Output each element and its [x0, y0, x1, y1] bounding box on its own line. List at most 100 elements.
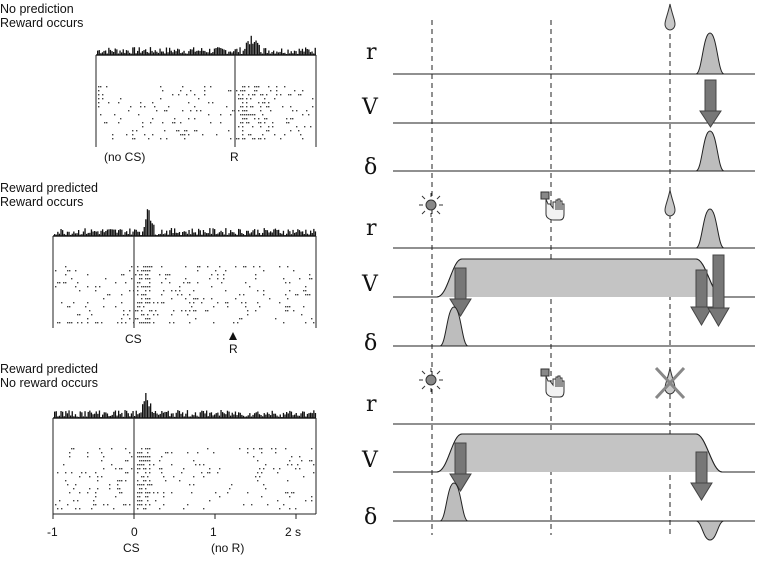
raster-spike: [245, 266, 247, 268]
raster-spike: [67, 306, 69, 308]
histogram-bar: [201, 234, 203, 236]
raster-spike: [288, 94, 290, 96]
histogram-bar: [122, 234, 125, 236]
raster-spike: [221, 282, 223, 284]
raster-spike: [211, 298, 213, 300]
histogram-bar: [249, 413, 251, 418]
raster-spike: [293, 310, 295, 312]
raster-spike: [145, 480, 147, 482]
histogram-bar: [74, 233, 77, 236]
histogram-bar: [262, 416, 264, 418]
histogram-bar: [182, 412, 184, 418]
raster-spike: [149, 484, 151, 486]
raster-spike: [289, 306, 291, 308]
histogram-bar: [134, 229, 136, 236]
raster-spike: [145, 274, 147, 276]
raster-spike: [147, 496, 149, 498]
histogram-bar: [225, 50, 227, 55]
histogram-bar: [306, 413, 309, 418]
raster-spike: [243, 266, 245, 268]
raster-spike: [71, 322, 73, 324]
histogram-bar: [146, 52, 148, 55]
raster-spike: [160, 98, 162, 100]
histogram-bar: [161, 229, 163, 236]
raster-spike: [147, 266, 149, 268]
raster-spike: [121, 302, 123, 304]
histogram-bar: [119, 229, 121, 236]
raster-spike: [69, 270, 71, 272]
raster-spike: [263, 290, 265, 292]
raster-spike: [265, 488, 267, 490]
histogram-bar: [239, 229, 241, 236]
histogram-bar: [209, 228, 211, 236]
histogram-bar: [109, 49, 112, 55]
raster-spike: [239, 294, 241, 296]
histogram-bar: [314, 413, 317, 418]
raster-spike: [300, 94, 302, 96]
raster-spike: [283, 278, 285, 280]
raster-spike: [305, 290, 307, 292]
raster-spike: [149, 278, 151, 280]
raster-spike: [246, 114, 248, 116]
raster-spike: [147, 278, 149, 280]
raster-spike: [145, 294, 147, 296]
raster-spike: [243, 504, 245, 506]
histogram-bar: [156, 51, 158, 55]
histogram-bar: [218, 232, 221, 236]
raster-spike: [142, 122, 144, 124]
histogram-bar: [273, 50, 275, 55]
histogram-bar: [138, 231, 141, 236]
histogram-bar: [65, 234, 67, 236]
raster-spike: [290, 130, 292, 132]
raster-spike: [189, 294, 191, 296]
raster-spike: [262, 134, 264, 136]
histogram-bar: [212, 52, 214, 55]
raster-spike: [147, 476, 149, 478]
raster-spike: [297, 464, 299, 466]
raster-spike: [137, 504, 139, 506]
histogram-bar: [242, 234, 245, 236]
raster-spike: [91, 314, 93, 316]
histogram-bar: [214, 229, 216, 236]
raster-spike: [147, 270, 149, 272]
raster-spike: [151, 266, 153, 268]
histogram-bar: [170, 413, 173, 418]
raster-spike: [258, 102, 260, 104]
raster-spike: [119, 480, 121, 482]
label-r-1: r: [366, 40, 377, 65]
raster-spike: [217, 278, 219, 280]
histogram-bar: [135, 229, 137, 236]
raster-spike: [295, 294, 297, 296]
raster-spike: [248, 122, 250, 124]
raster-spike: [298, 94, 300, 96]
raster-spike: [242, 102, 244, 104]
histogram-bar: [234, 49, 236, 55]
raster-spike: [141, 464, 143, 466]
raster-spike: [161, 472, 163, 474]
histogram-bar: [73, 231, 75, 236]
raster-spike: [251, 504, 253, 506]
raster-spike: [259, 476, 261, 478]
raster-spike: [191, 306, 193, 308]
histogram-bar: [270, 231, 272, 236]
raster-spike: [111, 464, 113, 466]
raster-spike: [178, 130, 180, 132]
raster-spike: [138, 114, 140, 116]
raster-spike: [287, 464, 289, 466]
raster-spike: [75, 484, 77, 486]
histogram-bar: [300, 413, 302, 418]
raster-spike: [209, 278, 211, 280]
histogram-bar: [246, 416, 248, 418]
raster-spike: [244, 86, 246, 88]
histogram-bar: [100, 230, 102, 236]
raster-spike: [290, 106, 292, 108]
histogram-bar: [244, 235, 246, 236]
raster-spike: [79, 476, 81, 478]
raster-spike: [98, 90, 100, 92]
raster-spike: [57, 472, 59, 474]
raster-spike: [143, 480, 145, 482]
raster-spike: [119, 488, 121, 490]
histogram-bar: [108, 47, 110, 55]
histogram-bar: [183, 416, 185, 418]
histogram-bar: [105, 412, 107, 418]
